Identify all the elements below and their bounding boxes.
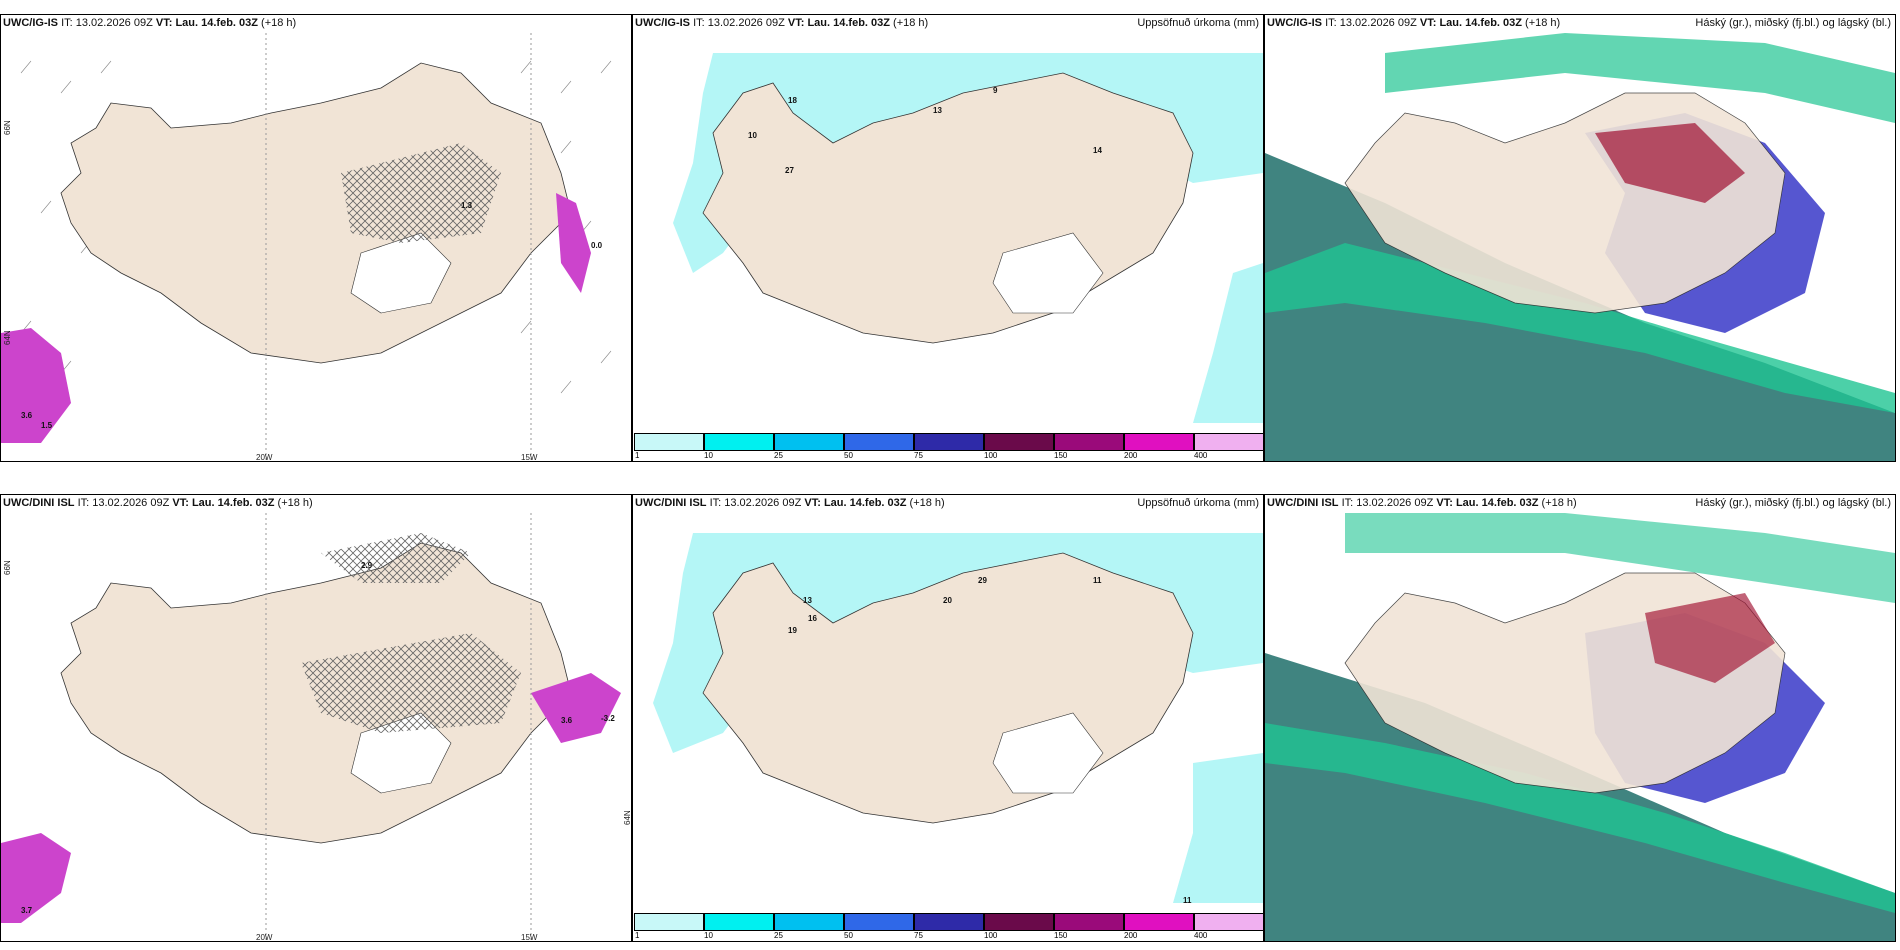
precip-value: 16 bbox=[808, 614, 817, 623]
map-panel-ig-left: UWC/IG-IS IT: 13.02.2026 09Z VT: Lau. 14… bbox=[0, 14, 632, 462]
panel-title: Háský (gr.), miðský (fj.bl.) og lágský (… bbox=[1695, 497, 1891, 509]
precip-value: 29 bbox=[978, 576, 987, 585]
precip-value: 19 bbox=[788, 626, 797, 635]
snow-marker: 3.6 bbox=[561, 716, 573, 725]
snow-marker: 3.7 bbox=[21, 906, 33, 915]
lon-label: 20W bbox=[256, 453, 273, 462]
iceland-land bbox=[60, 62, 572, 364]
lat-label: 64N bbox=[623, 810, 632, 825]
map-panel-dini-middle: UWC/DINI ISL IT: 13.02.2026 09Z VT: Lau.… bbox=[632, 494, 1264, 942]
panel-header: UWC/DINI ISL IT: 13.02.2026 09Z VT: Lau.… bbox=[3, 497, 313, 509]
precip-value: 18 bbox=[788, 96, 797, 105]
snow-hatch-area bbox=[321, 533, 471, 583]
map-panel-dini-right: UWC/DINI ISL IT: 13.02.2026 09Z VT: Lau.… bbox=[1264, 494, 1896, 942]
high-cloud-band-top bbox=[1385, 33, 1895, 123]
lead-time: (+18 h) bbox=[261, 17, 297, 29]
mid-cloud-red bbox=[1645, 593, 1775, 683]
precip-value: 14 bbox=[1093, 146, 1102, 155]
panel-title: Háský (gr.), miðský (fj.bl.) og lágský (… bbox=[1695, 17, 1891, 29]
lat-label: 64N bbox=[3, 330, 12, 345]
map-panel-ig-middle: UWC/IG-IS IT: 13.02.2026 09Z VT: Lau. 14… bbox=[632, 14, 1264, 462]
it-label: IT: bbox=[61, 17, 73, 29]
snow-hatch-area bbox=[341, 143, 501, 243]
vt-label: VT: bbox=[155, 17, 173, 29]
snow-hatch-area bbox=[301, 633, 521, 733]
lon-label: 20W bbox=[256, 933, 273, 942]
mid-cloud-red bbox=[1595, 123, 1745, 203]
panel-header: UWC/IG-IS IT: 13.02.2026 09Z VT: Lau. 14… bbox=[1267, 17, 1891, 29]
legend: 1 10 25 50 75 100 150 200 400 bbox=[634, 913, 1263, 941]
precip-map: 18 10 27 9 14 13 bbox=[633, 33, 1263, 431]
snow-marker: 2.9 bbox=[361, 561, 373, 570]
panel-header: UWC/DINI ISL IT: 13.02.2026 09Z VT: Lau.… bbox=[635, 497, 1259, 509]
precip-value: 10 bbox=[748, 131, 757, 140]
panel-header: UWC/DINI ISL IT: 13.02.2026 09Z VT: Lau.… bbox=[1267, 497, 1891, 509]
snow-marker: 1.3 bbox=[461, 201, 473, 210]
snow-area-sw bbox=[1, 833, 71, 923]
lat-label: 66N bbox=[3, 120, 12, 135]
cloud-map bbox=[1265, 33, 1895, 461]
snow-marker: 1.5 bbox=[41, 421, 53, 430]
lon-label: 15W bbox=[521, 453, 538, 462]
map-panel-dini-left: UWC/DINI ISL IT: 13.02.2026 09Z VT: Lau.… bbox=[0, 494, 632, 942]
lat-label: 66N bbox=[3, 560, 12, 575]
snow-area bbox=[556, 193, 591, 293]
cloud-map bbox=[1265, 513, 1895, 941]
snow-area-sw bbox=[1, 328, 71, 443]
glacier-area bbox=[992, 232, 1104, 314]
precip-value: 20 bbox=[943, 596, 952, 605]
panel-title: Uppsöfnuð úrkoma (mm) bbox=[1137, 497, 1259, 509]
precip-map: 13 16 19 20 29 11 11 bbox=[633, 513, 1263, 911]
precip-value: 9 bbox=[993, 86, 998, 95]
vt-value: Lau. 14.feb. 03Z bbox=[175, 17, 258, 29]
snow-area bbox=[531, 673, 621, 743]
panel-title: Uppsöfnuð úrkoma (mm) bbox=[1137, 17, 1259, 29]
wind-map: 3.6 -3.2 3.7 2.9 bbox=[1, 513, 631, 941]
snow-marker: 0.0 bbox=[591, 241, 603, 250]
precip-shading-south bbox=[1193, 263, 1263, 423]
precip-value: 13 bbox=[803, 596, 812, 605]
lon-label: 15W bbox=[521, 933, 538, 942]
model-name: UWC/IG-IS bbox=[3, 17, 58, 29]
precip-shading-south bbox=[1173, 753, 1263, 903]
high-cloud bbox=[1265, 243, 1895, 413]
snow-marker: -3.2 bbox=[601, 714, 615, 723]
wind-barbs bbox=[20, 60, 612, 394]
wind-map: 1.3 3.6 1.5 0.0 bbox=[1, 33, 631, 461]
high-cloud-band-top bbox=[1345, 513, 1895, 603]
map-panel-ig-right: UWC/IG-IS IT: 13.02.2026 09Z VT: Lau. 14… bbox=[1264, 14, 1896, 462]
precip-value: 11 bbox=[1183, 896, 1192, 905]
high-cloud bbox=[1265, 723, 1895, 913]
snow-marker: 3.6 bbox=[21, 411, 33, 420]
panel-header: UWC/IG-IS IT: 13.02.2026 09Z VT: Lau. 14… bbox=[635, 17, 1259, 29]
precip-value: 27 bbox=[785, 166, 794, 175]
precip-value: 13 bbox=[933, 106, 942, 115]
precip-value: 11 bbox=[1093, 576, 1102, 585]
panel-header: UWC/IG-IS IT: 13.02.2026 09Z VT: Lau. 14… bbox=[1, 15, 631, 33]
glacier-area bbox=[992, 712, 1104, 794]
legend: 1 10 25 50 75 100 150 200 400 bbox=[634, 433, 1263, 461]
it-value: 13.02.2026 09Z bbox=[75, 17, 153, 29]
